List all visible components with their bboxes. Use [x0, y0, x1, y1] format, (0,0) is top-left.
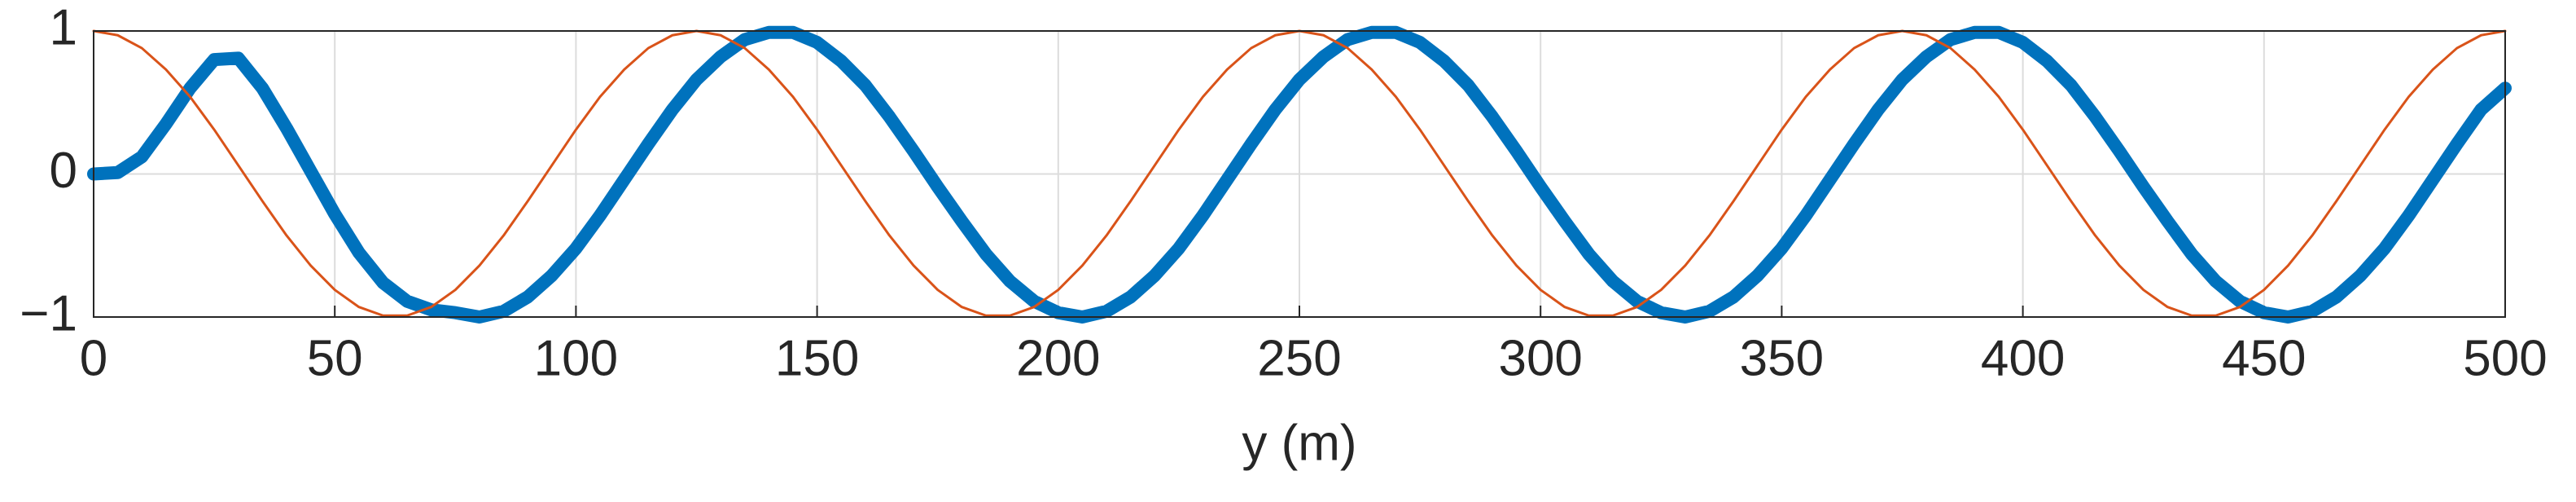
y-tick-label: −1	[20, 285, 77, 341]
x-tick-label: 300	[1498, 330, 1582, 386]
y-tick-label: 1	[50, 0, 77, 55]
x-tick-label: 350	[1740, 330, 1824, 386]
x-tick-label: 400	[1981, 330, 2065, 386]
x-tick-label: 250	[1257, 330, 1341, 386]
x-tick-label: 200	[1016, 330, 1100, 386]
y-tick-label: 0	[50, 143, 77, 199]
x-tick-label: 100	[534, 330, 618, 386]
x-tick-label: 450	[2222, 330, 2306, 386]
x-tick-label: 0	[80, 330, 107, 386]
x-tick-label: 50	[307, 330, 363, 386]
data-line	[87, 25, 2512, 324]
x-axis-label: y (m)	[1242, 415, 1356, 471]
axes-box	[93, 30, 2506, 318]
x-tick-label: 150	[775, 330, 859, 386]
x-tick-label: 500	[2463, 330, 2547, 386]
